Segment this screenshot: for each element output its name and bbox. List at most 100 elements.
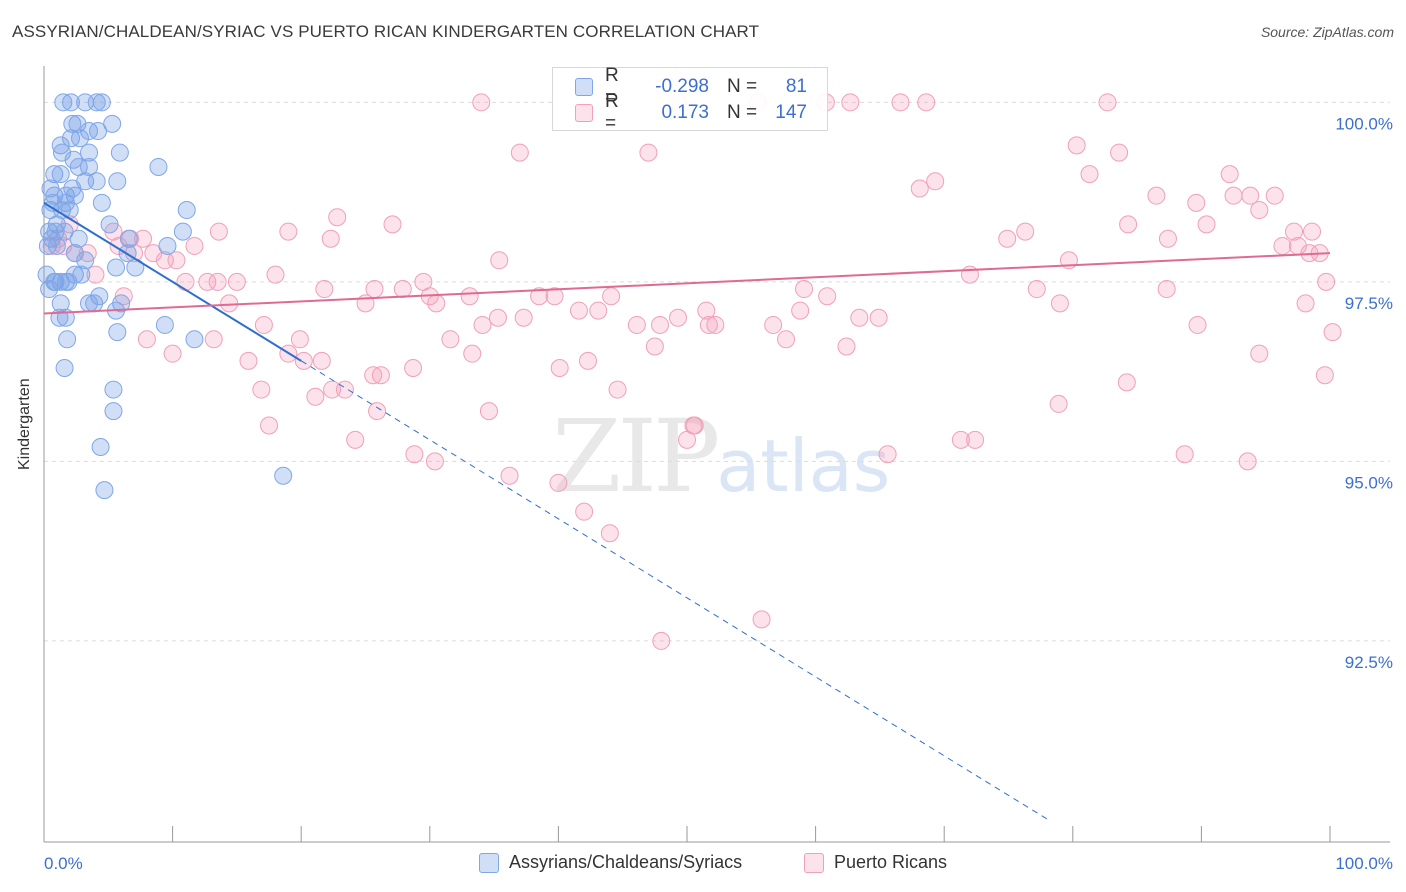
- point-puerto-ricans: [1241, 186, 1260, 205]
- point-puerto-ricans: [1250, 201, 1269, 220]
- point-puerto-ricans: [365, 280, 384, 299]
- point-assyrians: [110, 143, 129, 162]
- point-puerto-ricans: [1284, 222, 1303, 241]
- point-puerto-ricans: [260, 416, 279, 435]
- point-puerto-ricans: [602, 287, 621, 306]
- point-puerto-ricans: [589, 301, 608, 320]
- point-assyrians: [149, 157, 168, 176]
- point-puerto-ricans: [1117, 373, 1136, 392]
- legend-r-label: R =: [605, 65, 619, 108]
- point-puerto-ricans: [294, 351, 313, 370]
- point-puerto-ricans: [78, 244, 97, 263]
- correlation-legend: R = -0.298 N = 81 R = 0.173 N = 147: [552, 65, 828, 134]
- point-assyrians: [95, 481, 114, 500]
- watermark-atlas: atlas: [716, 424, 891, 508]
- point-puerto-ricans: [608, 380, 627, 399]
- point-assyrians: [185, 330, 204, 349]
- y-tick-label: 95.0%: [1345, 473, 1393, 492]
- point-assyrians: [51, 136, 70, 155]
- x-tick-label: 0.0%: [44, 854, 83, 873]
- point-puerto-ricans: [1067, 136, 1086, 155]
- point-puerto-ricans: [650, 315, 669, 334]
- point-puerto-ricans: [1323, 323, 1342, 342]
- point-puerto-ricans: [42, 236, 61, 255]
- point-puerto-ricans: [500, 466, 519, 485]
- point-assyrians: [87, 172, 106, 191]
- point-puerto-ricans: [530, 287, 549, 306]
- point-puerto-ricans: [1050, 294, 1069, 313]
- point-puerto-ricans: [144, 244, 163, 263]
- x-tick-label: 100.0%: [1335, 854, 1393, 873]
- point-puerto-ricans: [645, 337, 664, 356]
- point-assyrians: [80, 157, 99, 176]
- point-assyrians: [51, 165, 70, 184]
- point-puerto-ricans: [685, 416, 704, 435]
- point-assyrians: [53, 143, 72, 162]
- point-puerto-ricans: [699, 315, 718, 334]
- point-puerto-ricans: [114, 287, 133, 306]
- point-puerto-ricans: [328, 208, 347, 227]
- point-puerto-ricans: [1016, 222, 1035, 241]
- point-assyrians: [177, 201, 196, 220]
- point-assyrians: [108, 323, 127, 342]
- point-puerto-ricans: [425, 452, 444, 471]
- point-puerto-ricans: [998, 229, 1017, 248]
- point-puerto-ricans: [1220, 165, 1239, 184]
- point-puerto-ricans: [1119, 215, 1138, 234]
- series-legend: Assyrians/Chaldeans/Syriacs Puerto Rican…: [0, 852, 1406, 876]
- point-assyrians: [62, 129, 81, 148]
- point-puerto-ricans: [49, 229, 68, 248]
- legend-n-label: N =: [727, 76, 758, 97]
- point-puerto-ricans: [841, 93, 860, 112]
- point-puerto-ricans: [315, 280, 334, 299]
- point-puerto-ricans: [966, 430, 985, 449]
- point-puerto-ricans: [1187, 193, 1206, 212]
- point-puerto-ricans: [837, 337, 856, 356]
- point-assyrians: [71, 129, 90, 148]
- point-assyrians: [85, 294, 104, 313]
- trendline-pink: [43, 252, 1331, 315]
- point-assyrians: [89, 122, 108, 141]
- legend-n-label: N =: [727, 102, 758, 123]
- point-puerto-ricans: [1175, 445, 1194, 464]
- point-puerto-ricans: [1158, 229, 1177, 248]
- point-assyrians: [87, 93, 106, 112]
- legend-r-label: R =: [605, 91, 619, 134]
- point-puerto-ricans: [306, 387, 325, 406]
- point-puerto-ricans: [569, 301, 588, 320]
- trendline-extension-blue: [300, 360, 1048, 820]
- point-puerto-ricans: [1315, 366, 1334, 385]
- point-assyrians: [40, 280, 59, 299]
- point-puerto-ricans: [795, 280, 814, 299]
- point-assyrians: [80, 122, 99, 141]
- legend-swatch-pink: [575, 104, 593, 122]
- point-puerto-ricans: [346, 430, 365, 449]
- point-puerto-ricans: [460, 287, 479, 306]
- point-puerto-ricans: [1250, 344, 1269, 363]
- point-puerto-ricans: [441, 330, 460, 349]
- point-puerto-ricans: [163, 344, 182, 363]
- point-puerto-ricans: [510, 143, 529, 162]
- point-puerto-ricans: [198, 272, 217, 291]
- point-assyrians: [91, 438, 110, 457]
- point-puerto-ricans: [137, 330, 156, 349]
- point-assyrians: [46, 272, 65, 291]
- point-puerto-ricans: [220, 294, 239, 313]
- point-assyrians: [55, 359, 74, 378]
- point-puerto-ricans: [926, 172, 945, 191]
- series-legend-item-assyrians[interactable]: Assyrians/Chaldeans/Syriacs: [479, 852, 742, 873]
- point-puerto-ricans: [627, 315, 646, 334]
- point-assyrians: [92, 93, 111, 112]
- point-puerto-ricans: [578, 351, 597, 370]
- point-puerto-ricans: [639, 143, 658, 162]
- point-puerto-ricans: [1238, 452, 1257, 471]
- point-puerto-ricans: [878, 445, 897, 464]
- series-legend-item-puerto-ricans[interactable]: Puerto Ricans: [804, 852, 947, 873]
- source-label: Source: ZipAtlas.com: [1260, 24, 1394, 40]
- point-puerto-ricans: [479, 402, 498, 421]
- y-tick-label: 97.5%: [1345, 294, 1393, 313]
- point-puerto-ricans: [488, 308, 507, 327]
- point-assyrians: [274, 466, 293, 485]
- point-assyrians: [53, 201, 72, 220]
- point-puerto-ricans: [134, 229, 153, 248]
